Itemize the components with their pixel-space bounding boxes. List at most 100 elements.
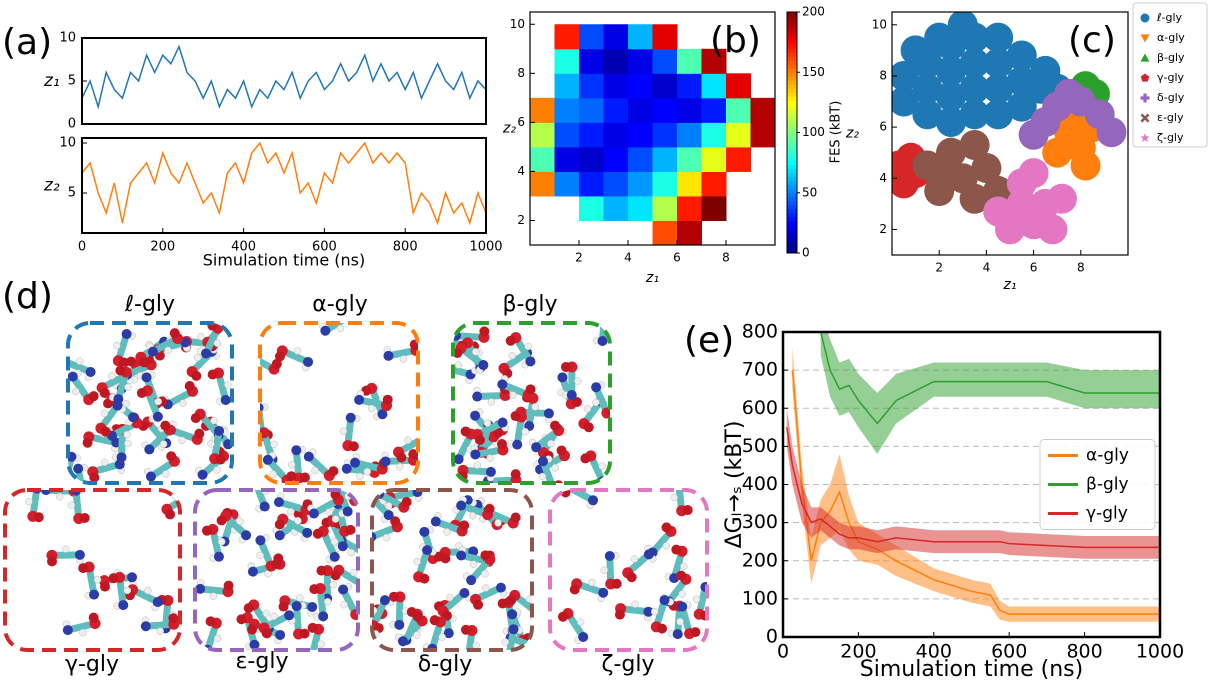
oxygen [372,657,383,668]
nitrogen [241,530,251,540]
x-tick-label: 2 [935,261,943,275]
colorbar-slice [787,44,797,49]
oxygen [584,422,594,432]
y-tick-label: 10 [872,17,887,31]
oxygen [78,563,88,573]
hydrogen [160,441,167,448]
y-tick-label: 100 [742,587,778,609]
fes-cell [653,220,678,245]
x-tick-label: 4 [624,251,632,265]
colorbar-label: FES (kBT) [829,101,844,164]
fes-cell [628,73,653,98]
hydrogen [224,381,231,388]
hydrogen [113,342,120,349]
fes-cell [604,49,629,74]
oxygen [208,370,218,380]
y-tick-label: 2 [517,213,525,227]
hydrogen [368,405,375,412]
y-tick-label: 10 [59,31,76,46]
hydrogen [337,325,344,332]
colorbar-slice [787,60,797,65]
colorbar-slice [787,213,797,218]
nitrogen [307,602,317,612]
fes-cell [579,73,604,98]
nitrogen [644,549,654,559]
structure-label: ζ-gly [601,652,654,677]
nitrogen [307,651,317,661]
colorbar-slice [787,161,797,166]
colorbar-slice [787,84,797,89]
nitrogen [142,372,152,382]
oxygen [279,602,289,612]
oxygen [286,471,296,481]
nitrogen [578,632,588,642]
fes-cell [751,122,776,147]
axes-frame [82,38,486,124]
nitrogen [248,567,258,577]
hydrogen [671,494,678,501]
hydrogen [294,347,301,354]
panel-label: (c) [1068,20,1116,61]
hydrogen [525,343,532,350]
colorbar-slice [787,128,797,133]
hydrogen [340,428,347,435]
panel-label: (a) [2,22,52,63]
hydrogen [509,352,516,359]
oxygen [83,438,93,448]
fes-cell [604,98,629,123]
fes-cell [677,98,702,123]
fes-cell [579,122,604,147]
fes-cell [604,196,629,221]
oxygen [510,653,520,663]
colorbar-slice [787,181,797,186]
oxygen [503,651,514,662]
oxygen [475,435,485,445]
structure-label: α-gly [312,292,368,317]
fes-cell [604,24,629,49]
oxygen [345,525,355,535]
oxygen [661,522,671,532]
hydrogen [56,493,63,500]
nitrogen [338,584,348,594]
hydrogen [172,493,179,500]
fes-cell [677,171,702,196]
nitrogen [660,595,670,605]
hydrogen [574,378,581,385]
nitrogen [381,456,391,466]
hydrogen [214,340,221,347]
plot-area [82,143,486,223]
oxygen [349,441,359,451]
nitrogen [384,510,394,520]
scatter-cloud [1037,214,1067,244]
legend-label: α-gly [1086,446,1129,466]
nitrogen [431,517,441,527]
hydrogen [679,590,686,597]
hydrogen [651,608,658,615]
hydrogen [599,463,606,470]
hydrogen [502,639,509,646]
nitrogen [118,600,128,610]
nitrogen [244,351,254,361]
oxygen [275,519,285,529]
nitrogen [303,357,313,367]
hydrogen [318,641,325,648]
scatter-cloud [1096,117,1126,147]
hydrogen [198,644,205,651]
oxygen [389,592,399,602]
fes-cell [726,73,751,98]
colorbar-slice [787,36,797,41]
nitrogen [330,552,340,562]
nitrogen [201,348,211,358]
fes-cell [677,196,702,221]
oxygen [316,566,326,576]
fes-cell [702,73,727,98]
oxygen [360,494,370,504]
oxygen [168,613,178,623]
legend-label: β-gly [1086,475,1129,495]
colorbar-slice [787,229,797,234]
hydrogen [94,576,101,583]
oxygen [612,579,622,589]
oxygen [461,625,471,635]
colorbar-slice [787,104,797,109]
hydrogen [484,420,491,427]
